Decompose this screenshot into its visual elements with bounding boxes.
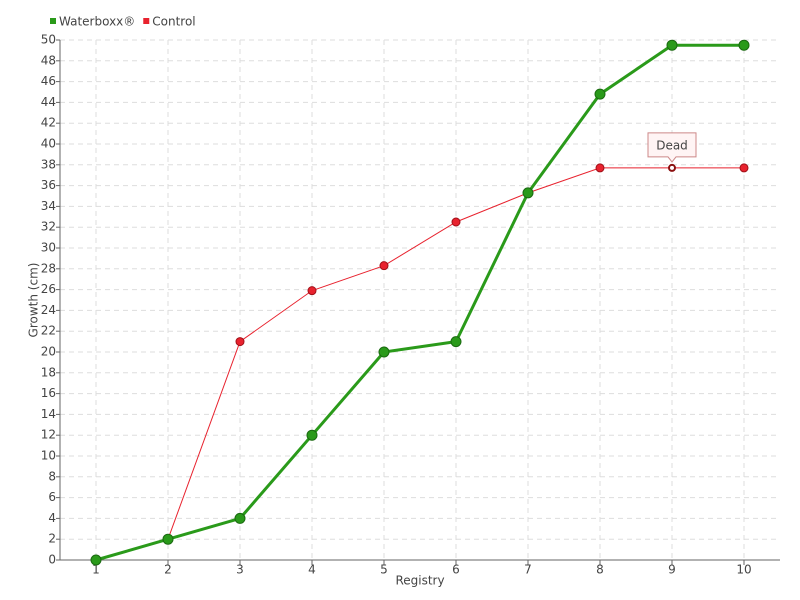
- y-tick-label: 32: [41, 220, 56, 234]
- y-tick-label: 30: [41, 241, 56, 255]
- point: [594, 88, 606, 100]
- point: [738, 39, 750, 51]
- series-line: [95, 43, 744, 562]
- y-tick-label: 4: [48, 511, 56, 525]
- y-tick-label: 28: [41, 261, 56, 275]
- y-tick-label: 34: [41, 199, 56, 213]
- point: [595, 163, 605, 173]
- annotation: Dead: [656, 138, 688, 152]
- x-tick-label: 10: [736, 563, 751, 577]
- y-tick-label: 48: [41, 53, 56, 67]
- x-axis-label: Registry: [395, 574, 444, 588]
- y-tick-label: 8: [48, 469, 56, 483]
- y-tick-label: 6: [48, 490, 56, 504]
- y-tick-label: 46: [41, 74, 56, 88]
- y-tick-label: 2: [48, 532, 56, 546]
- y-tick-label: 36: [41, 178, 56, 192]
- point: [450, 336, 462, 348]
- y-tick-label: 18: [41, 365, 56, 379]
- x-tick-label: 3: [236, 563, 244, 577]
- y-tick-label: 12: [41, 428, 56, 442]
- x-tick-label: 1: [92, 563, 100, 577]
- x-tick-label: 4: [308, 563, 316, 577]
- point: [451, 217, 461, 227]
- point: [307, 286, 317, 296]
- y-tick-label: 38: [41, 157, 56, 171]
- y-tick-label: 42: [41, 116, 56, 130]
- point: [666, 39, 678, 51]
- x-tick-label: 9: [668, 563, 676, 577]
- point: [162, 533, 174, 545]
- x-tick-label: 8: [596, 563, 604, 577]
- legend-label: Waterboxx®: [59, 15, 135, 29]
- point: [379, 261, 389, 271]
- y-tick-label: 50: [41, 33, 56, 47]
- y-tick-label: 14: [41, 407, 56, 421]
- y-tick-label: 16: [41, 386, 56, 400]
- legend-label: Control: [152, 15, 195, 29]
- x-tick-label: 5: [380, 563, 388, 577]
- point: [522, 187, 534, 199]
- y-tick-label: 26: [41, 282, 56, 296]
- x-tick-label: 7: [524, 563, 532, 577]
- x-tick-label: 6: [452, 563, 460, 577]
- y-tick-label: 24: [41, 303, 56, 317]
- point: [235, 337, 245, 347]
- y-tick-label: 22: [41, 324, 56, 338]
- series-line: [95, 167, 744, 561]
- point: [378, 346, 390, 358]
- point: [668, 163, 676, 172]
- y-axis-label: Growth (cm): [27, 263, 41, 338]
- y-tick-label: 20: [41, 345, 56, 359]
- y-tick-label: 40: [41, 137, 56, 151]
- y-tick-label: 10: [41, 449, 56, 463]
- point: [306, 429, 318, 441]
- point: [739, 163, 749, 173]
- point: [234, 512, 246, 524]
- legend-swatch: [50, 18, 56, 24]
- annotation-box: [647, 132, 697, 163]
- y-tick-label: 0: [48, 553, 56, 567]
- point: [90, 554, 102, 566]
- y-tick-label: 44: [41, 95, 56, 109]
- x-tick-label: 2: [164, 563, 172, 577]
- legend-swatch: [143, 18, 150, 24]
